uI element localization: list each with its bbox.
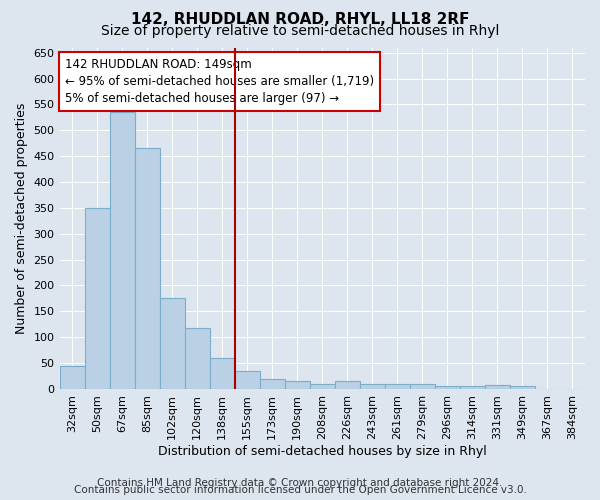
Bar — [85, 208, 110, 389]
Bar — [410, 384, 435, 389]
Text: Contains public sector information licensed under the Open Government Licence v3: Contains public sector information licen… — [74, 485, 526, 495]
Bar — [310, 384, 335, 389]
Y-axis label: Number of semi-detached properties: Number of semi-detached properties — [15, 102, 28, 334]
Text: Contains HM Land Registry data © Crown copyright and database right 2024.: Contains HM Land Registry data © Crown c… — [97, 478, 503, 488]
Bar — [110, 112, 134, 389]
Bar — [510, 386, 535, 389]
Bar — [160, 298, 185, 389]
Bar — [460, 386, 485, 389]
Bar — [360, 384, 385, 389]
Bar — [185, 328, 209, 389]
Bar — [209, 358, 235, 389]
Bar — [59, 366, 85, 389]
Bar — [285, 381, 310, 389]
X-axis label: Distribution of semi-detached houses by size in Rhyl: Distribution of semi-detached houses by … — [158, 444, 487, 458]
Text: 142 RHUDDLAN ROAD: 149sqm
← 95% of semi-detached houses are smaller (1,719)
5% o: 142 RHUDDLAN ROAD: 149sqm ← 95% of semi-… — [65, 58, 374, 104]
Bar — [435, 386, 460, 389]
Bar — [260, 378, 285, 389]
Text: Size of property relative to semi-detached houses in Rhyl: Size of property relative to semi-detach… — [101, 24, 499, 38]
Bar — [485, 385, 510, 389]
Bar — [385, 384, 410, 389]
Bar — [335, 381, 360, 389]
Text: 142, RHUDDLAN ROAD, RHYL, LL18 2RF: 142, RHUDDLAN ROAD, RHYL, LL18 2RF — [131, 12, 469, 28]
Bar — [235, 371, 260, 389]
Bar — [134, 148, 160, 389]
